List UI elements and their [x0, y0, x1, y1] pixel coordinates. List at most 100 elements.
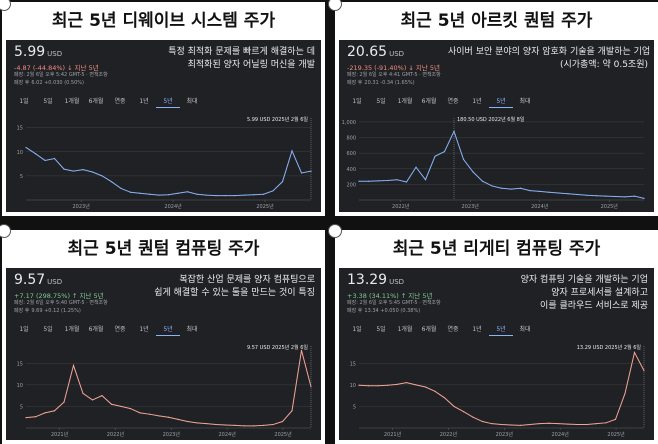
range-tab[interactable]: 6개월 [421, 326, 437, 333]
price-point [129, 407, 132, 410]
price-point [386, 179, 389, 182]
price-point [510, 188, 512, 190]
y-tick-label: 400 [346, 167, 356, 173]
range-tab[interactable]: 연중 [447, 98, 459, 105]
range-tab[interactable]: 6개월 [88, 326, 104, 333]
price-point [396, 179, 398, 181]
range-tab[interactable]: 5년 [156, 324, 180, 336]
price-point [234, 195, 236, 197]
price-point [595, 423, 598, 425]
close-time-note: 폐장: 2월 6일 오후 5:40 GMT-5 · 면책조항 [14, 300, 108, 306]
range-tab[interactable]: 1개월 [397, 326, 413, 333]
range-tab[interactable]: 5일 [43, 326, 53, 333]
range-tab[interactable]: 5일 [43, 98, 53, 105]
range-tab[interactable]: 최대 [519, 326, 531, 333]
price-change: +3.38 (34.11%) ↑ 지난 5년 [347, 290, 432, 300]
price-point [291, 410, 293, 412]
price-value: 13.29 [347, 272, 388, 288]
price-point [25, 417, 27, 419]
change-period: 지난 5년 [79, 292, 104, 300]
price-point [215, 423, 217, 426]
x-tick-label: 2025년 [256, 203, 274, 210]
range-tab[interactable]: 1개월 [64, 98, 80, 105]
price-point [529, 190, 531, 192]
price-change: -4.87 (-44.84%) ↓ 지난 5년 [14, 62, 99, 72]
x-tick-label: 2023년 [72, 203, 90, 210]
price-point [443, 397, 446, 399]
price-point [110, 403, 113, 405]
range-tab[interactable]: 연중 [447, 326, 459, 333]
range-tab[interactable]: 5일 [376, 98, 386, 105]
range-tab[interactable]: 1일 [352, 98, 362, 105]
price-point [63, 168, 65, 170]
range-tab[interactable]: 최대 [186, 98, 198, 105]
price-point [415, 166, 417, 168]
price-point [101, 395, 103, 397]
range-tab[interactable]: 1개월 [64, 326, 80, 333]
description-line: 최적화된 양자 어닐링 머신을 개발 [187, 60, 315, 70]
range-tab[interactable]: 1일 [19, 98, 29, 105]
range-tab[interactable]: 1년 [472, 326, 482, 333]
card-title: 최근 5년 퀀텀 컴퓨팅 주가 [67, 239, 260, 259]
price-point [72, 170, 75, 172]
price-point [586, 194, 588, 196]
range-tab[interactable]: 연중 [114, 98, 126, 105]
price-point [224, 424, 227, 426]
range-tab[interactable]: 5년 [156, 96, 180, 108]
after-hours-label: 폐장 후 [14, 308, 30, 314]
after-hours-value: 13.34 +0.050 (0.38%) [364, 308, 421, 314]
range-tab[interactable]: 1년 [472, 98, 482, 105]
range-tab[interactable]: 최대 [186, 326, 198, 333]
range-tab[interactable]: 5일 [376, 326, 386, 333]
range-tab[interactable]: 1일 [19, 326, 29, 333]
price-point [310, 170, 312, 172]
price-point [576, 423, 579, 426]
price-point [34, 416, 37, 418]
price-value: 9.57 [14, 272, 46, 288]
card-title: 최근 5년 아르킷 퀀텀 주가 [400, 11, 593, 31]
range-tab[interactable]: 6개월 [88, 98, 104, 105]
card-rigetti: 최근 5년 리게티 컴퓨팅 주가 13.29 USD +3.38 (34.11%) ↑ 지… [335, 230, 658, 444]
description-line: (시가총액: 약 0.5조원) [559, 60, 648, 70]
range-tab[interactable]: 5년 [489, 324, 513, 336]
price-value: 20.65 [347, 44, 388, 60]
stock-panel: 13.29 USD +3.38 (34.11%) ↑ 지난 5년 폐장: 2월 6일 오후… [339, 268, 654, 440]
price-point [453, 405, 455, 408]
price-point [424, 179, 427, 181]
tooltip-label: 5.99 USD 2025년 2월 6일 [247, 116, 308, 123]
price-point [205, 423, 208, 425]
range-tab[interactable]: 1일 [352, 326, 362, 333]
x-tick-label: 2023년 [163, 431, 181, 438]
after-hours: 폐장 후 13.34 +0.050 (0.38%) [347, 307, 420, 314]
x-tick-label: 2021년 [51, 431, 69, 438]
change-period: 지난 5년 [408, 292, 433, 300]
price-point [377, 385, 379, 387]
range-tab[interactable]: 연중 [114, 326, 126, 333]
change-value: +7.17 (298.75%) [14, 292, 70, 300]
close-time-note: 폐장: 2월 6일 오후 5:42 GMT-5 · 면책조항 [14, 72, 108, 78]
trend-arrow-icon: ↓ [67, 64, 73, 72]
price-point [272, 190, 274, 192]
stock-price: 13.29 USD [347, 272, 404, 288]
price-point [614, 418, 617, 420]
y-tick-label: 800 [346, 136, 356, 142]
range-tab[interactable]: 6개월 [421, 98, 437, 105]
y-tick-label: 200 [346, 182, 356, 188]
range-tab[interactable]: 5년 [489, 96, 513, 108]
price-point [53, 157, 56, 160]
description-line: 양자 컴퓨팅 기술을 개발하는 기업 [520, 275, 648, 285]
price-point [538, 423, 541, 425]
after-hours: 폐장 후 9.69 +0.12 (1.25%) [14, 307, 81, 314]
range-tab[interactable]: 1개월 [397, 98, 413, 105]
after-hours-label: 폐장 후 [347, 80, 363, 86]
price-chart: 5 10 15 2021년 2022년 2023년 2024년 2025년 9.57 USD 2… [17, 344, 312, 438]
range-tab[interactable]: 1년 [139, 98, 149, 105]
price-point [34, 153, 37, 155]
close-time-note: 폐장: 2월 6일 오후 4:41 GMT-5 · 면책조항 [347, 72, 441, 78]
range-tab[interactable]: 1년 [139, 326, 149, 333]
stock-panel: 20.65 USD -219.35 (-91.40%) ↓ 지난 5년 폐장: 2월 6일… [339, 40, 654, 212]
stock-price: 9.57 USD [14, 272, 62, 288]
change-value: -4.87 (-44.84%) [14, 64, 66, 72]
range-tab[interactable]: 최대 [519, 98, 531, 105]
price-point [358, 384, 360, 386]
